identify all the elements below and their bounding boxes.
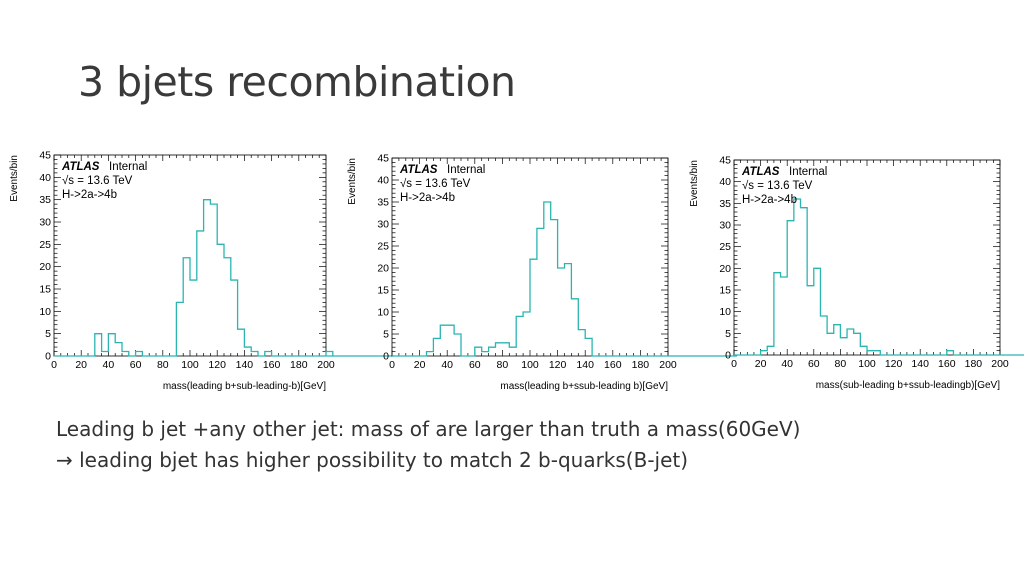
x-tick-label: 60 — [469, 359, 481, 371]
y-tick-label: 40 — [377, 175, 389, 187]
x-tick-label: 160 — [938, 358, 956, 370]
y-tick-label: 0 — [45, 351, 51, 363]
y-tick-label: 20 — [719, 263, 731, 275]
histogram-svg: 0 20 40 60 80 100 120 140 160 180 200 0 5 10 15 20 25 30 3… — [689, 155, 1024, 391]
y-tick-label: 5 — [45, 328, 51, 340]
x-axis-label: mass(sub-leading b+ssub-leadingb)[GeV] — [816, 380, 1000, 391]
x-tick-label: 120 — [549, 359, 567, 371]
y-tick-label: 5 — [725, 328, 731, 340]
y-tick-label: 35 — [39, 194, 51, 206]
x-tick-label: 60 — [808, 358, 820, 370]
histogram-series — [734, 198, 1024, 356]
x-tick-label: 200 — [991, 358, 1009, 370]
x-tick-label: 100 — [521, 359, 539, 371]
x-tick-label: 180 — [290, 359, 308, 371]
atlas-label: ATLAS — [741, 166, 780, 178]
energy-label: √s = 13.6 TeV — [62, 174, 133, 187]
y-tick-label: 25 — [39, 239, 51, 251]
x-tick-label: 0 — [51, 359, 57, 371]
x-tick-label: 100 — [858, 358, 876, 370]
y-tick-label: 35 — [377, 197, 389, 209]
y-tick-label: 30 — [39, 217, 51, 229]
y-tick-label: 25 — [719, 241, 731, 253]
y-tick-label: 35 — [719, 198, 731, 210]
atlas-label: ATLAS — [399, 164, 438, 176]
slide-title: 3 bjets recombination — [78, 58, 516, 106]
y-tick-label: 0 — [383, 351, 389, 363]
x-tick-label: 140 — [236, 359, 254, 371]
histogram-plot-2: 0 20 40 60 80 100 120 140 160 180 200 0 5 10 15 20 25 30 3… — [342, 150, 737, 395]
y-tick-label: 20 — [39, 261, 51, 273]
x-tick-label: 40 — [441, 359, 453, 371]
x-tick-label: 40 — [781, 358, 793, 370]
x-tick-label: 100 — [181, 359, 199, 371]
y-tick-label: 0 — [725, 350, 731, 362]
caption: Leading b jet +any other jet: mass of ar… — [56, 414, 800, 476]
x-tick-label: 180 — [965, 358, 983, 370]
y-tick-label: 30 — [719, 220, 731, 232]
x-tick-label: 80 — [157, 359, 169, 371]
x-tick-label: 140 — [911, 358, 929, 370]
atlas-label: ATLAS — [61, 161, 100, 173]
y-tick-label: 25 — [377, 241, 389, 253]
x-tick-label: 120 — [885, 358, 903, 370]
y-tick-label: 10 — [377, 307, 389, 319]
x-tick-label: 20 — [755, 358, 767, 370]
energy-label: √s = 13.6 TeV — [400, 177, 471, 190]
x-tick-label: 200 — [659, 359, 677, 371]
internal-label: Internal — [789, 166, 827, 178]
y-tick-label: 45 — [719, 155, 731, 167]
caption-line-2-text: leading bjet has higher possibility to m… — [79, 448, 689, 472]
x-tick-label: 160 — [263, 359, 281, 371]
y-tick-label: 45 — [39, 150, 51, 162]
y-tick-label: 15 — [377, 285, 389, 297]
y-tick-label: 10 — [719, 306, 731, 318]
x-tick-label: 0 — [731, 358, 737, 370]
y-axis-label: Events/bin — [9, 155, 20, 202]
y-axis-label: Events/bin — [347, 158, 358, 205]
process-label: H->2a->4b — [400, 192, 455, 204]
process-label: H->2a->4b — [62, 189, 117, 201]
y-axis-label: Events/bin — [689, 160, 700, 207]
x-tick-label: 180 — [632, 359, 650, 371]
y-tick-label: 40 — [39, 172, 51, 184]
internal-label: Internal — [447, 164, 485, 176]
x-tick-label: 60 — [130, 359, 142, 371]
x-tick-label: 140 — [576, 359, 594, 371]
y-tick-label: 45 — [377, 153, 389, 165]
energy-label: √s = 13.6 TeV — [742, 179, 813, 192]
histogram-svg: 0 20 40 60 80 100 120 140 160 180 2000510152025303… — [9, 150, 394, 392]
x-axis-label: mass(leading b+sub-leading-b)[GeV] — [163, 381, 326, 392]
x-axis-label: mass(leading b+ssub-leading b)[GeV] — [500, 381, 668, 392]
x-tick-label: 20 — [414, 359, 426, 371]
internal-label: Internal — [109, 161, 147, 173]
caption-line-1: Leading b jet +any other jet: mass of ar… — [56, 417, 801, 441]
y-tick-label: 5 — [383, 329, 389, 341]
y-tick-label: 40 — [719, 176, 731, 188]
caption-line-2: → leading bjet has higher possibility to… — [56, 445, 800, 476]
histogram-series — [54, 199, 394, 357]
x-tick-label: 40 — [103, 359, 115, 371]
y-tick-label: 15 — [719, 285, 731, 297]
x-tick-label: 0 — [389, 359, 395, 371]
histogram-series — [392, 201, 737, 357]
y-tick-label: 10 — [39, 306, 51, 318]
histogram-plot-3: 0 20 40 60 80 100 120 140 160 180 200 0 5 10 15 20 25 30 3… — [684, 155, 1024, 401]
histogram-plot-1: 0 20 40 60 80 100 120 140 160 180 200 0 5 10 15 20 25 30 3… — [4, 150, 394, 395]
x-tick-label: 160 — [604, 359, 622, 371]
x-tick-label: 80 — [835, 358, 847, 370]
y-tick-label: 30 — [377, 219, 389, 231]
right-arrow-icon: → — [56, 448, 73, 472]
y-tick-label: 15 — [39, 284, 51, 296]
x-tick-label: 200 — [317, 359, 335, 371]
process-label: H->2a->4b — [742, 194, 797, 206]
histogram-svg: 0 20 40 60 80 100 120 140 160 180 2000510152025303… — [347, 153, 737, 392]
x-tick-label: 80 — [497, 359, 509, 371]
x-tick-label: 120 — [208, 359, 226, 371]
y-tick-label: 20 — [377, 263, 389, 275]
x-tick-label: 20 — [75, 359, 87, 371]
